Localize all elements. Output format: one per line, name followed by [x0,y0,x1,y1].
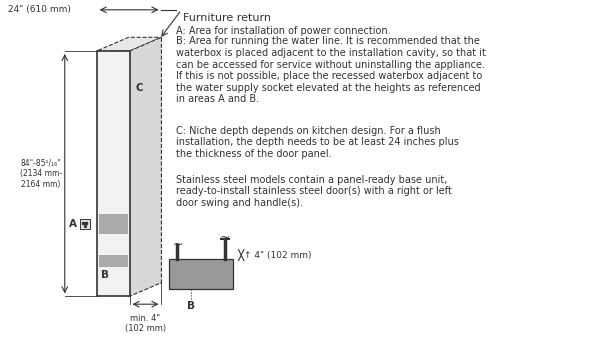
Polygon shape [169,259,233,289]
Text: min. 4"
(102 mm): min. 4" (102 mm) [125,314,166,333]
Text: ↑ 4" (102 mm): ↑ 4" (102 mm) [244,251,311,259]
Polygon shape [98,255,128,267]
Polygon shape [98,214,128,234]
Text: C: C [136,83,143,93]
Text: B: B [187,301,196,311]
Text: 84"-85¹/₁₆"
(2134 mm-
2164 mm): 84"-85¹/₁₆" (2134 mm- 2164 mm) [20,159,62,189]
Text: B: B [101,270,109,280]
Text: ~: ~ [172,238,182,251]
Text: Furniture return: Furniture return [184,13,271,23]
Text: A: A [69,219,77,229]
Text: 24" (610 mm): 24" (610 mm) [8,5,71,14]
Text: A: Area for installation of power connection.: A: Area for installation of power connec… [176,26,391,35]
Text: Stainless steel models contain a panel-ready base unit,
ready-to-install stainle: Stainless steel models contain a panel-r… [176,175,452,208]
Text: ~: ~ [220,231,230,244]
Polygon shape [97,51,130,296]
Text: C: Niche depth depends on kitchen design. For a flush
installation, the depth ne: C: Niche depth depends on kitchen design… [176,126,459,159]
Polygon shape [130,37,161,296]
Text: B: Area for running the water line. It is recommended that the
waterbox is place: B: Area for running the water line. It i… [176,36,486,104]
FancyBboxPatch shape [80,219,89,228]
Polygon shape [97,37,161,51]
